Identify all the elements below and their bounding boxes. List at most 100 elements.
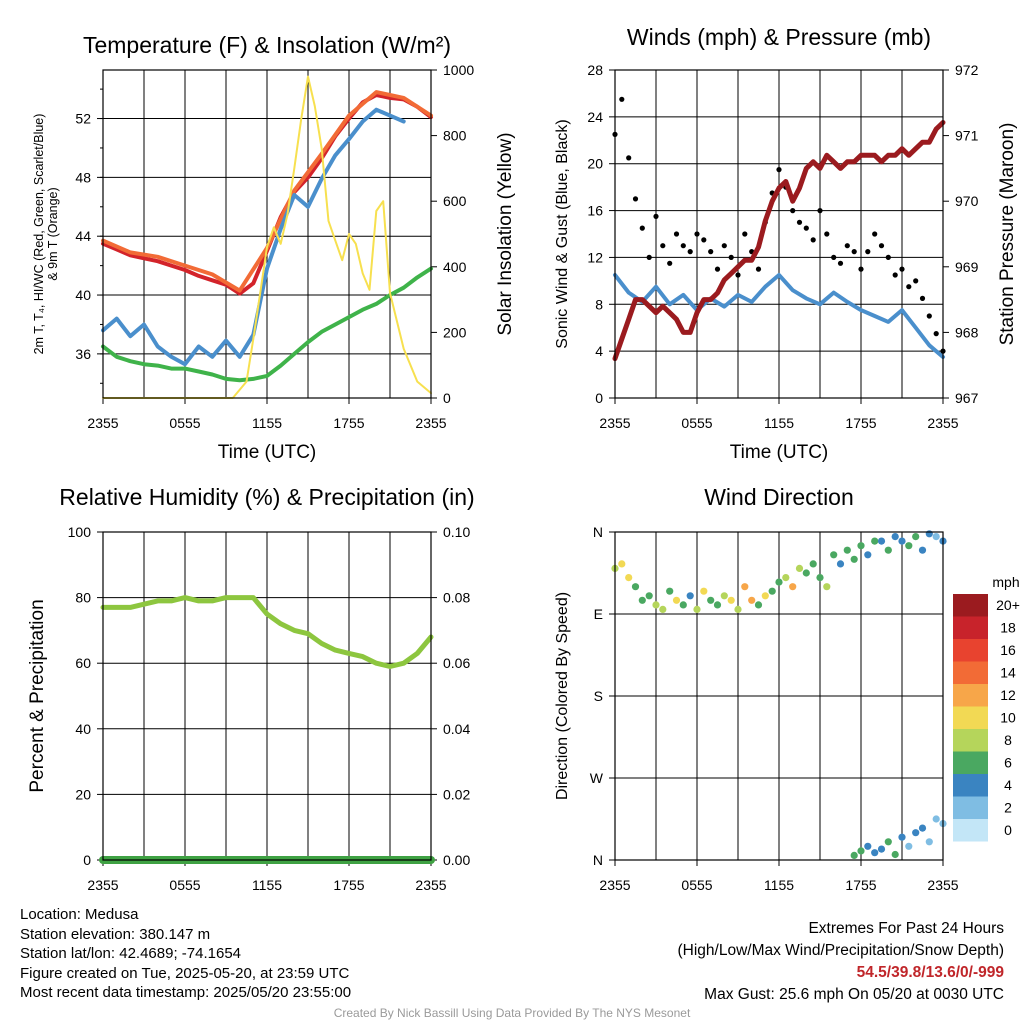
gust-point xyxy=(694,231,700,237)
gust-point xyxy=(892,272,898,278)
y-tick-label-right: 968 xyxy=(955,324,979,340)
direction-point xyxy=(843,546,851,554)
colorbar-label: 6 xyxy=(1004,755,1012,771)
direction-point xyxy=(836,560,845,568)
direction-point xyxy=(830,551,838,559)
gust-point xyxy=(790,208,796,214)
y-tick-label-left: E xyxy=(594,606,603,622)
direction-point xyxy=(898,537,906,545)
chart-title: Temperature (F) & Insolation (W/m²) xyxy=(83,32,451,58)
direction-point xyxy=(912,829,920,837)
x-tick-label: 1755 xyxy=(845,415,876,431)
gust-point xyxy=(899,266,905,272)
direction-point xyxy=(877,845,886,853)
chart-panel-2: 0 4 8 12 16 20 24 28 967 968 969 970 971 972 2355 0555 1… xyxy=(554,24,1018,463)
colorbar-swatch xyxy=(953,661,988,684)
direction-point xyxy=(925,530,933,538)
latlon-text: Station lat/lon: 42.4689; -74.1654 xyxy=(20,945,242,962)
y-tick-label-left: N xyxy=(593,852,603,868)
x-tick-label: 0555 xyxy=(681,877,712,893)
direction-point xyxy=(679,601,687,609)
direction-point xyxy=(912,533,920,541)
gust-point xyxy=(851,249,857,255)
gust-point xyxy=(803,225,809,231)
direction-point xyxy=(864,842,872,850)
series-line-td xyxy=(101,266,433,383)
colorbar-swatch xyxy=(953,751,988,774)
series-line-relative-humidity xyxy=(100,595,434,669)
y-tick-label-right: 967 xyxy=(955,390,979,406)
direction-point xyxy=(871,849,879,857)
gust-point xyxy=(667,260,673,266)
series-line-sonic-wind xyxy=(613,273,945,359)
extremes-title: Extremes For Past 24 Hours xyxy=(808,920,1004,937)
gust-point xyxy=(619,96,625,102)
colorbar-label: 4 xyxy=(1004,777,1012,793)
gust-point xyxy=(708,249,714,255)
colorbar-label: 0 xyxy=(1004,822,1012,838)
direction-point xyxy=(618,560,626,568)
y-tick-label-left: 12 xyxy=(587,249,603,265)
x-tick-label: 2355 xyxy=(87,877,118,893)
direction-point xyxy=(672,596,681,604)
max-gust-text: Max Gust: 25.6 mph On 05/20 at 0030 UTC xyxy=(704,986,1004,1003)
y-tick-label-right: 0.02 xyxy=(443,786,470,802)
extremes-info: Extremes For Past 24 Hours (High/Low/Max… xyxy=(678,918,1005,1006)
gust-point xyxy=(632,196,639,202)
y-tick-label-left: 20 xyxy=(75,786,91,802)
y-tick-label-right: 970 xyxy=(955,193,979,209)
direction-point xyxy=(720,592,728,600)
direction-point xyxy=(823,583,831,591)
chart-title: Wind Direction xyxy=(704,484,854,510)
gust-point xyxy=(872,231,878,237)
direction-point xyxy=(850,555,858,563)
colorbar-swatch xyxy=(953,819,988,842)
colorbar-swatch xyxy=(953,729,988,752)
x-tick-label: 1155 xyxy=(764,415,794,431)
y-axis-label-right: Solar Insolation (Yellow) xyxy=(495,132,516,335)
y-tick-label-left: 8 xyxy=(595,296,603,312)
x-tick-label: 0555 xyxy=(169,877,200,893)
colorbar-label: 16 xyxy=(1000,642,1016,658)
x-tick-label: 1155 xyxy=(252,415,282,431)
direction-point xyxy=(918,546,927,554)
y-tick-label-left: 60 xyxy=(75,655,91,671)
x-tick-label: 2355 xyxy=(599,415,630,431)
chart-panel-1: 36 40 44 48 52 0 200 400 600 800 1000 2355 0555 1155 1… xyxy=(32,32,516,463)
gust-point xyxy=(913,278,919,284)
y-tick-label-right: 200 xyxy=(443,324,467,340)
gust-point xyxy=(653,213,659,219)
gust-point xyxy=(701,237,707,243)
gust-point xyxy=(926,313,932,319)
colorbar-label: 20+ xyxy=(996,597,1020,613)
direction-point xyxy=(693,605,701,614)
direction-point xyxy=(625,574,633,582)
gust-point xyxy=(755,266,762,272)
gust-point xyxy=(796,219,803,225)
y-tick-label-left: 0 xyxy=(595,390,603,406)
y-tick-label-left: 36 xyxy=(75,346,91,362)
direction-point xyxy=(775,578,783,586)
gust-point xyxy=(878,243,885,249)
gust-point xyxy=(714,266,721,272)
y-tick-label-right: 971 xyxy=(955,128,979,144)
direction-point xyxy=(809,560,817,568)
x-tick-label: 1755 xyxy=(845,877,876,893)
direction-point xyxy=(789,583,797,591)
gust-point xyxy=(776,167,782,173)
extremes-values: 54.5/39.8/13.6/0/-999 xyxy=(856,964,1004,981)
direction-point xyxy=(932,815,940,823)
y-tick-label-left: 24 xyxy=(587,109,603,125)
y-tick-label-right: 972 xyxy=(955,62,979,78)
direction-point xyxy=(666,587,674,595)
y-tick-label-right: 0.04 xyxy=(443,721,470,737)
y-tick-label-left: 100 xyxy=(68,524,92,540)
gust-point xyxy=(844,243,850,249)
direction-point xyxy=(905,842,913,850)
direction-point xyxy=(782,574,790,582)
direction-point xyxy=(631,583,640,591)
elevation-text: Station elevation: 380.147 m xyxy=(20,925,211,943)
direction-point xyxy=(638,596,646,604)
direction-point xyxy=(700,587,708,595)
